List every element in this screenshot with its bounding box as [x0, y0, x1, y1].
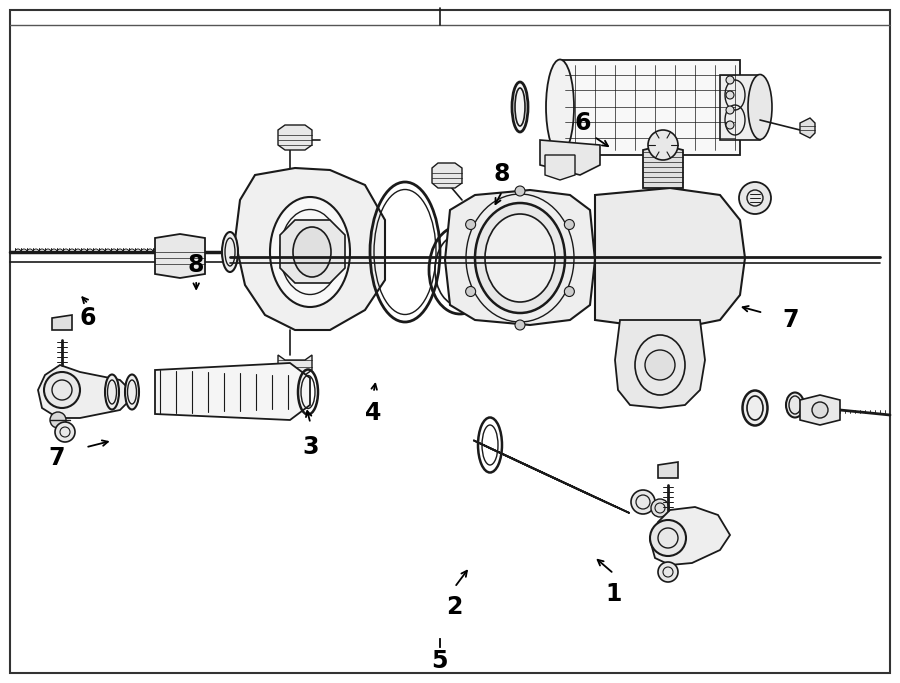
- Ellipse shape: [475, 203, 565, 313]
- Polygon shape: [432, 163, 462, 188]
- Polygon shape: [643, 145, 683, 188]
- Circle shape: [564, 219, 574, 229]
- Ellipse shape: [105, 374, 119, 410]
- Circle shape: [564, 286, 574, 296]
- Polygon shape: [800, 118, 815, 138]
- Circle shape: [651, 499, 669, 517]
- Circle shape: [515, 320, 525, 330]
- Ellipse shape: [512, 82, 528, 132]
- Circle shape: [739, 182, 771, 214]
- Polygon shape: [800, 395, 840, 425]
- Polygon shape: [560, 60, 740, 155]
- Text: 4: 4: [365, 401, 382, 426]
- Polygon shape: [540, 140, 600, 175]
- Text: 1: 1: [606, 582, 622, 607]
- Circle shape: [645, 350, 675, 380]
- Circle shape: [658, 562, 678, 582]
- Circle shape: [648, 130, 678, 160]
- Polygon shape: [280, 220, 345, 283]
- Text: 7: 7: [782, 307, 798, 332]
- Polygon shape: [235, 168, 385, 330]
- Circle shape: [44, 372, 80, 408]
- Ellipse shape: [786, 393, 804, 417]
- Polygon shape: [473, 441, 630, 513]
- Ellipse shape: [222, 232, 238, 272]
- Circle shape: [726, 106, 734, 114]
- Circle shape: [465, 286, 475, 296]
- Circle shape: [50, 412, 66, 428]
- Ellipse shape: [293, 227, 331, 277]
- Polygon shape: [650, 507, 730, 565]
- Circle shape: [812, 402, 828, 418]
- Polygon shape: [615, 320, 705, 408]
- Text: 6: 6: [80, 305, 96, 330]
- Ellipse shape: [748, 74, 772, 139]
- Text: 3: 3: [302, 435, 319, 460]
- Circle shape: [55, 422, 75, 442]
- Ellipse shape: [546, 59, 574, 154]
- Ellipse shape: [485, 214, 555, 302]
- Ellipse shape: [270, 197, 350, 307]
- Circle shape: [465, 219, 475, 229]
- Polygon shape: [52, 315, 72, 330]
- Ellipse shape: [125, 374, 139, 410]
- Circle shape: [726, 121, 734, 129]
- Ellipse shape: [742, 391, 768, 426]
- Polygon shape: [38, 365, 135, 418]
- Text: 2: 2: [446, 594, 463, 619]
- Text: 8: 8: [188, 253, 204, 277]
- Polygon shape: [278, 125, 312, 150]
- Text: 8: 8: [494, 162, 510, 186]
- Polygon shape: [595, 188, 745, 330]
- Polygon shape: [155, 234, 205, 278]
- Circle shape: [650, 520, 686, 556]
- Polygon shape: [545, 155, 575, 180]
- Circle shape: [515, 186, 525, 196]
- Polygon shape: [658, 462, 678, 478]
- Circle shape: [726, 91, 734, 99]
- Polygon shape: [278, 355, 312, 375]
- Polygon shape: [445, 190, 595, 325]
- Circle shape: [631, 490, 655, 514]
- Polygon shape: [155, 363, 310, 420]
- Text: 5: 5: [431, 649, 447, 673]
- Polygon shape: [720, 75, 760, 140]
- Text: 6: 6: [575, 111, 591, 135]
- Circle shape: [726, 76, 734, 84]
- Text: 7: 7: [49, 445, 65, 470]
